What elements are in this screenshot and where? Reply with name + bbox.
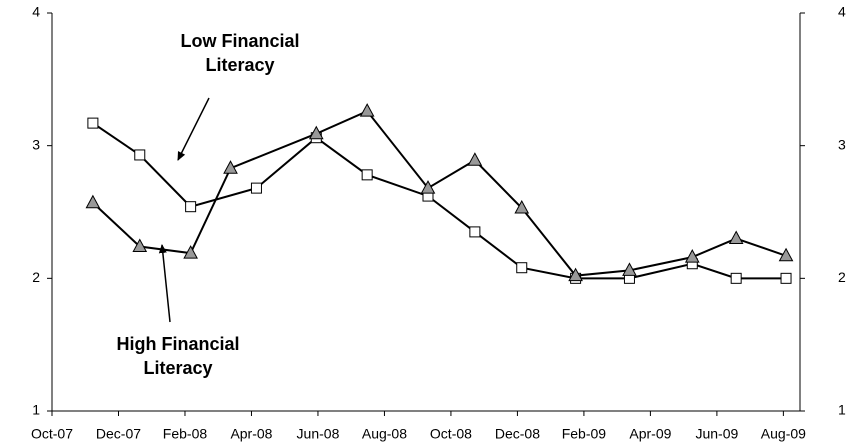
marker [684,249,700,263]
y-tick-label: 4 [32,4,40,20]
marker [469,226,481,238]
marker [134,149,146,161]
marker [568,267,583,282]
series-line [92,122,787,280]
annotation: Literacy [205,55,274,75]
marker [183,245,198,259]
marker [250,182,262,194]
x-tick-label: Oct-07 [31,426,73,442]
annotation-arrow [158,244,171,323]
marker [514,199,530,214]
annotation: Low Financial [180,31,299,51]
marker [622,262,637,276]
marker [185,201,197,213]
y2-tick-label: 2 [838,269,846,285]
x-tick-label: Dec-08 [495,426,540,442]
marker [730,272,742,284]
marker [87,117,99,129]
y-tick-label: 3 [32,136,40,152]
marker [728,230,744,245]
marker [361,169,373,181]
y-tick-label: 2 [32,269,40,285]
series-line [92,109,787,277]
x-tick-label: Jun-08 [297,426,340,442]
y2-tick-label: 3 [838,136,846,152]
annotation: Literacy [143,358,212,378]
marker [223,160,238,174]
x-tick-label: Aug-09 [761,426,806,442]
marker [359,103,375,117]
marker [780,272,792,284]
marker [85,194,101,209]
annotation-arrow [177,97,210,161]
y2-tick-label: 1 [838,402,846,418]
marker [467,152,483,166]
x-tick-label: Apr-09 [629,426,671,442]
x-tick-label: Dec-07 [96,426,141,442]
y-tick-label: 1 [32,402,40,418]
annotation: High Financial [116,334,239,354]
marker [516,262,528,274]
x-tick-label: Jun-09 [695,426,738,442]
x-tick-label: Feb-08 [163,426,208,442]
marker [308,125,324,140]
marker [132,238,148,252]
marker [420,180,436,194]
x-tick-label: Apr-08 [230,426,272,442]
y2-tick-label: 4 [838,4,846,20]
x-tick-label: Oct-08 [430,426,472,442]
marker [778,247,794,262]
x-tick-label: Feb-09 [562,426,607,442]
x-tick-label: Aug-08 [362,426,407,442]
